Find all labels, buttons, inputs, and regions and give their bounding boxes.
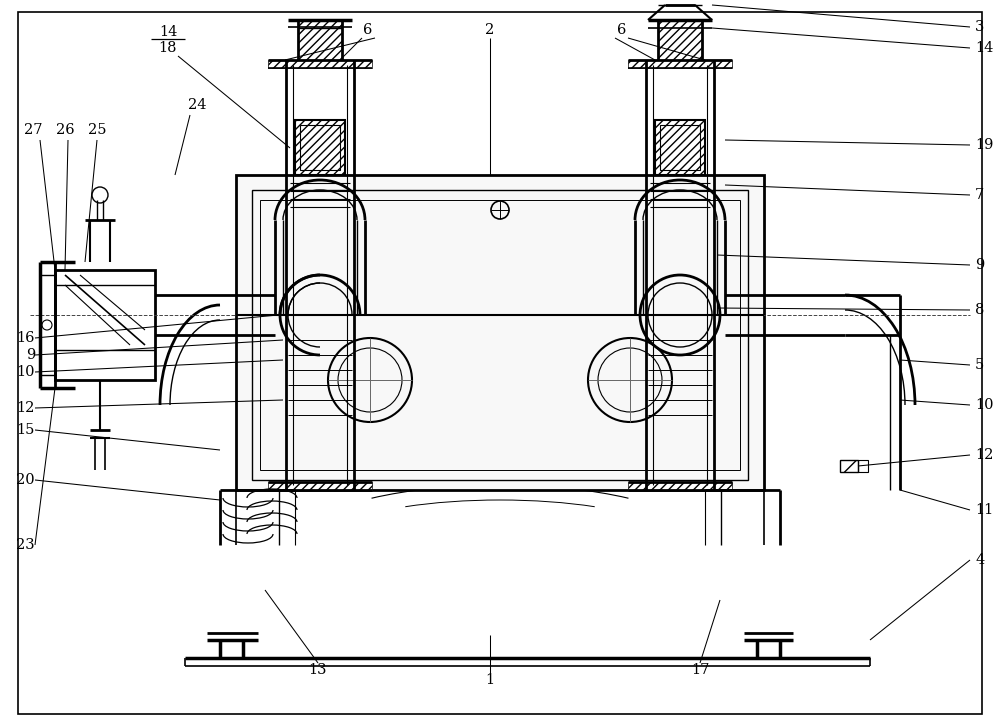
Text: 20: 20 — [16, 473, 35, 487]
Bar — [252, 190, 748, 480]
Text: 4: 4 — [975, 553, 984, 567]
Bar — [298, 20, 342, 60]
Bar — [628, 482, 732, 490]
Text: 14: 14 — [975, 41, 993, 55]
Bar — [295, 120, 345, 175]
Text: 8: 8 — [975, 303, 984, 317]
Text: 12: 12 — [17, 401, 35, 415]
Bar — [268, 482, 372, 490]
Text: 7: 7 — [975, 188, 984, 202]
Text: 10: 10 — [16, 365, 35, 379]
Text: 12: 12 — [975, 448, 993, 462]
Text: 23: 23 — [16, 538, 35, 552]
Text: 9: 9 — [26, 348, 35, 362]
Bar — [268, 60, 372, 68]
Bar — [260, 200, 740, 470]
Text: 15: 15 — [17, 423, 35, 437]
Bar — [236, 175, 764, 490]
Text: 5: 5 — [975, 358, 984, 372]
Bar — [655, 120, 705, 175]
Text: 25: 25 — [88, 123, 106, 137]
Text: 14: 14 — [159, 25, 177, 39]
Text: 24: 24 — [188, 98, 206, 112]
Text: 9: 9 — [975, 258, 984, 272]
Text: 16: 16 — [16, 331, 35, 345]
Text: 19: 19 — [975, 138, 993, 152]
Text: 6: 6 — [617, 23, 627, 37]
Bar — [660, 125, 700, 170]
Bar — [658, 20, 702, 60]
Text: 3: 3 — [975, 20, 984, 34]
Text: 6: 6 — [363, 23, 373, 37]
Text: 2: 2 — [485, 23, 495, 37]
Bar — [858, 460, 868, 472]
Bar — [55, 270, 155, 380]
Text: 10: 10 — [975, 398, 994, 412]
Bar — [840, 460, 858, 472]
Bar — [628, 60, 732, 68]
Text: 27: 27 — [24, 123, 42, 137]
Text: 11: 11 — [975, 503, 993, 517]
Text: 13: 13 — [309, 663, 327, 677]
Text: 18: 18 — [159, 41, 177, 55]
Text: 17: 17 — [691, 663, 709, 677]
Text: 26: 26 — [56, 123, 74, 137]
Text: 1: 1 — [485, 673, 495, 687]
Bar — [300, 125, 340, 170]
